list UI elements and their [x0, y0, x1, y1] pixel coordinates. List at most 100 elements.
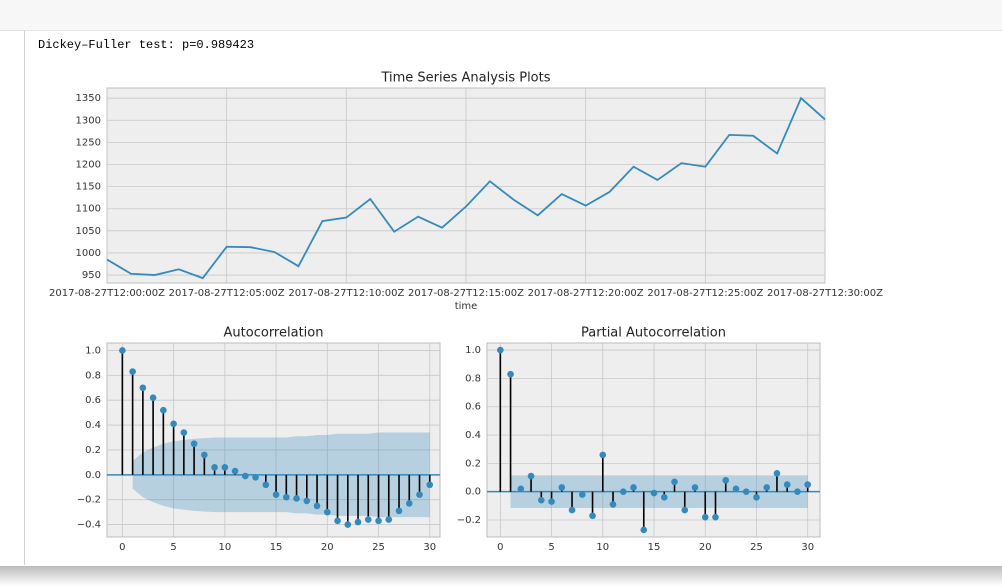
y-tick-label: −0.2: [457, 515, 481, 526]
marker: [313, 502, 321, 510]
marker: [517, 485, 525, 493]
y-tick-label: 1150: [76, 182, 101, 193]
marker: [507, 370, 514, 378]
y-tick-label: −0.2: [77, 495, 101, 506]
marker: [334, 517, 341, 525]
marker: [691, 484, 699, 491]
y-tick-label: 0.6: [85, 395, 101, 406]
x-axis-label: time: [455, 301, 478, 312]
x-tick-label: 10: [596, 542, 609, 553]
output-text: Dickey–Fuller test: p=0.989423: [38, 38, 255, 52]
marker: [190, 440, 198, 448]
y-tick-label: −0.4: [77, 520, 101, 531]
marker: [283, 493, 290, 501]
y-tick-label: 1050: [76, 226, 101, 237]
x-tick-label: 30: [801, 542, 814, 553]
marker: [497, 346, 504, 354]
marker: [129, 368, 136, 375]
marker: [763, 484, 771, 491]
chart-title: Partial Autocorrelation: [581, 326, 726, 341]
y-tick-label: 0.6: [465, 402, 481, 413]
y-tick-label: 1250: [76, 137, 101, 148]
y-tick-label: 1300: [76, 115, 101, 126]
x-tick-label: 2017-08-27T12:15:00Z: [408, 288, 524, 299]
series-line: [106, 96, 826, 280]
marker: [149, 394, 157, 402]
x-tick-label: 2017-08-27T12:25:00Z: [647, 288, 763, 299]
marker: [119, 347, 126, 354]
y-tick-label: 1000: [76, 248, 101, 259]
marker: [323, 508, 331, 516]
y-tick-label: 1200: [76, 159, 101, 170]
marker: [538, 496, 545, 504]
y-tick-label: 1.0: [465, 345, 481, 356]
y-tick-label: 0.4: [465, 430, 481, 441]
marker: [211, 464, 218, 471]
marker: [630, 484, 637, 491]
marker: [732, 485, 740, 493]
y-tick-label: 0.8: [85, 370, 101, 381]
marker: [773, 469, 781, 477]
x-tick-label: 5: [548, 542, 554, 553]
marker: [548, 498, 555, 505]
y-tick-label: 0.0: [85, 470, 101, 481]
y-tick-label: 1.0: [85, 345, 101, 356]
marker: [527, 472, 535, 480]
y-tick-label: 0.8: [465, 373, 481, 384]
y-tick-label: 1100: [76, 204, 101, 215]
y-tick-label: 0.2: [85, 445, 101, 456]
marker: [293, 495, 300, 502]
marker: [416, 491, 423, 499]
x-tick-label: 0: [119, 542, 125, 553]
marker: [242, 472, 249, 480]
marker: [231, 467, 239, 475]
marker: [753, 494, 760, 501]
marker: [681, 506, 689, 514]
marker: [344, 521, 352, 528]
marker: [426, 481, 434, 489]
x-tick-label: 2017-08-27T12:30:00Z: [767, 288, 883, 299]
marker: [650, 489, 658, 497]
marker: [701, 513, 709, 521]
marker: [804, 481, 812, 488]
marker: [712, 513, 719, 521]
x-tick-label: 2017-08-27T12:20:00Z: [528, 288, 644, 299]
x-tick-label: 15: [270, 542, 283, 553]
marker: [599, 451, 607, 459]
chart-title: Autocorrelation: [224, 326, 324, 341]
marker: [783, 481, 791, 488]
x-tick-label: 2017-08-27T12:10:00Z: [288, 288, 404, 299]
marker: [640, 526, 648, 534]
x-tick-label: 25: [750, 542, 763, 553]
marker: [619, 488, 627, 495]
x-tick-label: 10: [218, 542, 231, 553]
marker: [385, 516, 393, 523]
marker: [589, 512, 596, 520]
x-tick-label: 2017-08-27T12:00:00Z: [49, 288, 165, 299]
x-tick-label: 15: [648, 542, 661, 553]
x-tick-label: 20: [321, 542, 334, 553]
marker: [262, 481, 270, 489]
x-tick-label: 30: [423, 542, 436, 553]
marker: [375, 517, 382, 525]
y-tick-label: 0.2: [465, 458, 481, 469]
marker: [272, 491, 280, 499]
y-tick-label: 0.0: [465, 487, 481, 498]
marker: [558, 484, 566, 491]
marker: [609, 501, 617, 508]
marker: [671, 478, 678, 486]
marker: [139, 384, 147, 392]
marker: [252, 474, 259, 481]
shadow: [0, 566, 1002, 586]
chart-title: Time Series Analysis Plots: [380, 71, 550, 86]
marker: [201, 451, 208, 459]
marker: [364, 516, 372, 523]
marker: [722, 477, 730, 484]
marker: [180, 429, 188, 436]
x-tick-label: 2017-08-27T12:05:00Z: [169, 288, 285, 299]
x-tick-label: 0: [497, 542, 503, 553]
plot-background: [486, 342, 821, 538]
marker: [170, 420, 177, 428]
